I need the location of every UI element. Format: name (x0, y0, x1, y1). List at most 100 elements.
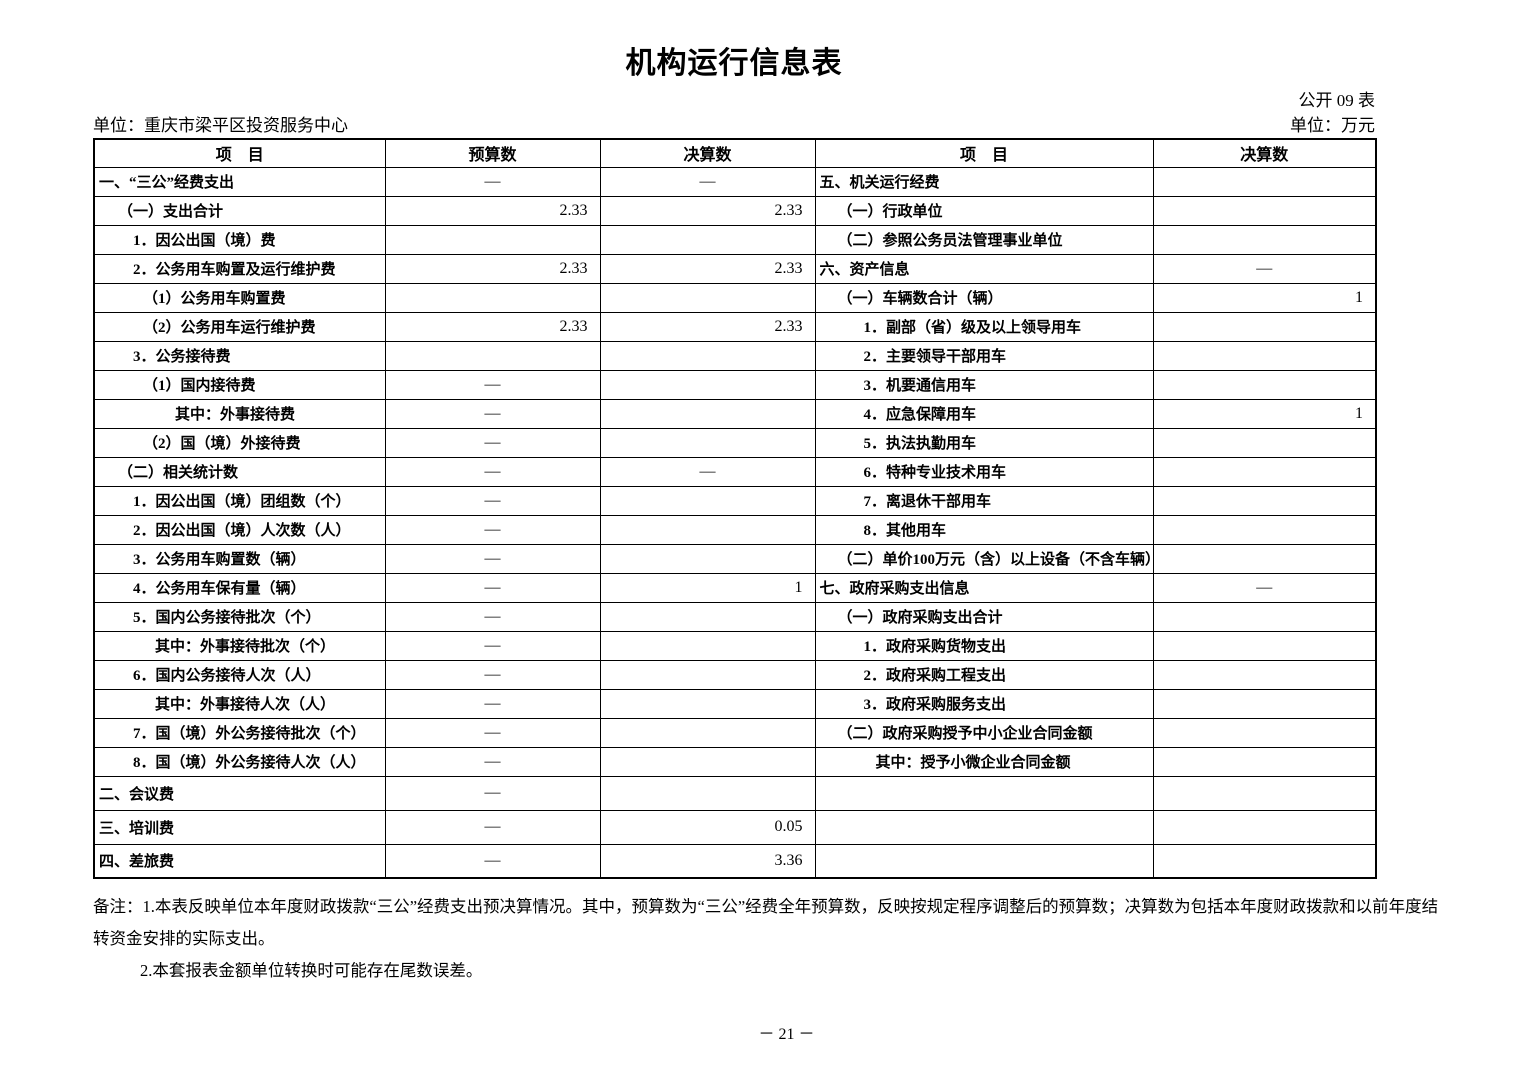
final-cell-left: 1 (599, 572, 816, 603)
final-cell-left (599, 340, 816, 371)
table-row: 二、会议费 — (93, 775, 1377, 811)
final-cell-right: — (1152, 572, 1377, 603)
table-row: 一、“三公”经费支出 — — 五、机关运行经费 (93, 166, 1377, 197)
budget-cell: — (384, 543, 601, 574)
final-cell-left (599, 630, 816, 661)
item-cell-right (814, 843, 1154, 879)
item-cell-right: 3．机要通信用车 (814, 369, 1154, 400)
table-row: 2．公务用车购置及运行维护费 2.33 2.33 六、资产信息 — (93, 253, 1377, 284)
table-row: （2）国（境）外接待费 — 5．执法执勤用车 (93, 427, 1377, 458)
unit-currency: 单位：万元 (1290, 116, 1375, 135)
item-cell-right: 其中：授予小微企业合同金额 (814, 746, 1154, 777)
final-cell-right (1152, 843, 1377, 879)
header-item-right: 项 目 (814, 138, 1154, 168)
item-cell-right: 2．政府采购工程支出 (814, 659, 1154, 690)
final-cell-left (599, 775, 816, 811)
item-cell-right: 1．副部（省）级及以上领导用车 (814, 311, 1154, 342)
item-cell-left: 4．公务用车保有量（辆） (93, 572, 386, 603)
header-final-left: 决算数 (599, 138, 816, 168)
budget-cell: — (384, 775, 601, 811)
item-cell-left: 其中：外事接待批次（个） (93, 630, 386, 661)
final-cell-right (1152, 340, 1377, 371)
final-cell-left (599, 688, 816, 719)
item-cell-left: （2）国（境）外接待费 (93, 427, 386, 458)
final-cell-left (599, 427, 816, 458)
table-row: 4．公务用车保有量（辆） —1 七、政府采购支出信息 — (93, 572, 1377, 603)
item-cell-right: （二）参照公务员法管理事业单位 (814, 224, 1154, 255)
budget-cell: — (384, 630, 601, 661)
table-row: 2．因公出国（境）人次数（人） — 8．其他用车 (93, 514, 1377, 545)
item-cell-left: （二）相关统计数 (93, 456, 386, 487)
item-cell-left: 5．国内公务接待批次（个） (93, 601, 386, 632)
item-cell-right: （一）行政单位 (814, 195, 1154, 226)
final-cell-left (599, 398, 816, 429)
table-row: 8．国（境）外公务接待人次（人） — 其中：授予小微企业合同金额 (93, 746, 1377, 777)
table-row: （一）支出合计 2.33 2.33 （一）行政单位 (93, 195, 1377, 226)
header-row: 项 目 预算数 决算数 项 目 决算数 (93, 138, 1377, 168)
item-cell-left: 3．公务接待费 (93, 340, 386, 371)
table-row: 1．因公出国（境）费 （二）参照公务员法管理事业单位 (93, 224, 1377, 255)
budget-cell: — (384, 398, 601, 429)
table-row: 3．公务用车购置数（辆） — （二）单价100万元（含）以上设备（不含车辆） (93, 543, 1377, 574)
final-cell-right (1152, 456, 1377, 487)
item-cell-left: （1）公务用车购置费 (93, 282, 386, 313)
budget-cell: — (384, 717, 601, 748)
budget-cell: — (384, 572, 601, 603)
table-row: 其中：外事接待批次（个） — 1．政府采购货物支出 (93, 630, 1377, 661)
budget-cell: — (384, 369, 601, 400)
final-cell-right (1152, 224, 1377, 255)
final-cell-right (1152, 746, 1377, 777)
final-cell-right (1152, 809, 1377, 845)
final-cell-left (599, 601, 816, 632)
table-row: 7．国（境）外公务接待批次（个） — （二）政府采购授予中小企业合同金额 (93, 717, 1377, 748)
final-cell-right (1152, 514, 1377, 545)
budget-cell: — (384, 456, 601, 487)
budget-cell: — (384, 809, 601, 845)
item-cell-right: 五、机关运行经费 (814, 166, 1154, 197)
budget-cell: 2.33 (384, 195, 601, 226)
item-cell-left: 2．因公出国（境）人次数（人） (93, 514, 386, 545)
item-cell-left: （一）支出合计 (93, 195, 386, 226)
item-cell-left: 其中：外事接待人次（人） (93, 688, 386, 719)
final-cell-left (599, 659, 816, 690)
final-cell-right (1152, 485, 1377, 516)
item-cell-right (814, 809, 1154, 845)
table-row: （二）相关统计数 — —6．特种专业技术用车 (93, 456, 1377, 487)
table-row: 1．因公出国（境）团组数（个） — 7．离退休干部用车 (93, 485, 1377, 516)
table-row: 四、差旅费 —3.36 (93, 843, 1377, 879)
item-cell-right: 六、资产信息 (814, 253, 1154, 284)
item-cell-right: 8．其他用车 (814, 514, 1154, 545)
final-cell-left (599, 224, 816, 255)
budget-cell (384, 224, 601, 255)
item-cell-left: 1．因公出国（境）团组数（个） (93, 485, 386, 516)
budget-cell: — (384, 514, 601, 545)
final-cell-left: 0.05 (599, 809, 816, 845)
final-cell-left (599, 485, 816, 516)
final-cell-left (599, 543, 816, 574)
final-cell-left: — (599, 166, 816, 197)
budget-cell: — (384, 601, 601, 632)
budget-cell: — (384, 659, 601, 690)
item-cell-right: （一）政府采购支出合计 (814, 601, 1154, 632)
final-cell-left: 2.33 (599, 195, 816, 226)
item-cell-left: 二、会议费 (93, 775, 386, 811)
item-cell-right (814, 775, 1154, 811)
footnote-2: 2.本套报表金额单位转换时可能存在尾数误差。 (140, 961, 483, 980)
budget-cell: — (384, 485, 601, 516)
final-cell-right (1152, 659, 1377, 690)
footnotes: 备注：1.本表反映单位本年度财政拨款“三公”经费支出预决算情况。其中，预算数为“… (93, 891, 1445, 987)
budget-cell: — (384, 166, 601, 197)
final-cell-left (599, 369, 816, 400)
table-row: （1）国内接待费 — 3．机要通信用车 (93, 369, 1377, 400)
footnote-1: 备注：1.本表反映单位本年度财政拨款“三公”经费支出预决算情况。其中，预算数为“… (93, 897, 1439, 948)
budget-cell: — (384, 746, 601, 777)
final-cell-right (1152, 195, 1377, 226)
table-row: 其中：外事接待费 — 4．应急保障用车 1 (93, 398, 1377, 429)
unit-line: 单位：重庆市梁平区投资服务中心 单位：万元 (93, 114, 1375, 138)
final-cell-left (599, 514, 816, 545)
item-cell-right: 6．特种专业技术用车 (814, 456, 1154, 487)
final-cell-left (599, 282, 816, 313)
table-row: 5．国内公务接待批次（个） — （一）政府采购支出合计 (93, 601, 1377, 632)
final-cell-right (1152, 717, 1377, 748)
